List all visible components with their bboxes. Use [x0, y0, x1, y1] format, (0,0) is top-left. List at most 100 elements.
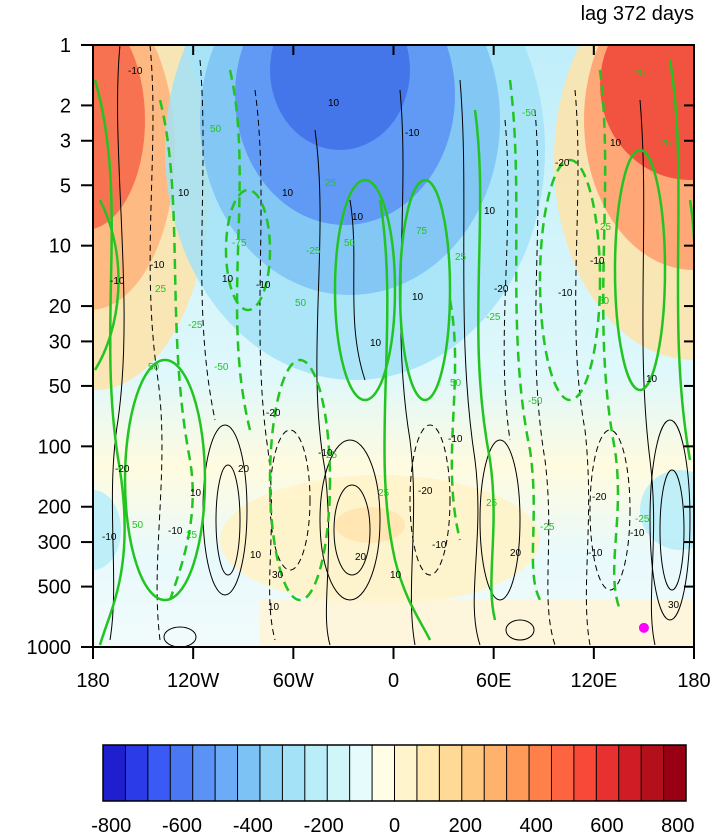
- colorbar-swatch: [349, 745, 373, 801]
- contour-label: -10: [256, 280, 271, 291]
- colorbar-swatch: [596, 745, 620, 801]
- contour-label: -25: [540, 522, 555, 533]
- contour-label: -10: [318, 448, 333, 459]
- contour-label: 10: [484, 206, 496, 217]
- contour-label: 25: [660, 138, 672, 149]
- contour-label: -10: [405, 128, 420, 139]
- contour-label: 25: [155, 284, 167, 295]
- contour-label: -10: [590, 256, 605, 267]
- contour-label: 30: [668, 600, 680, 611]
- contour-label: -20: [266, 408, 281, 419]
- contour-label: -10: [128, 66, 143, 77]
- colorbar-swatch: [618, 745, 642, 801]
- contour-label: -25: [486, 312, 501, 323]
- colorbar-swatch: [506, 745, 530, 801]
- colorbar-label: -200: [304, 815, 344, 837]
- y-tick-label: 50: [49, 376, 71, 398]
- contour-label: 50: [598, 296, 610, 307]
- x-tick-label: 180: [76, 670, 109, 692]
- colorbar-label: -400: [233, 815, 273, 837]
- contour-label: 10: [370, 338, 382, 349]
- cold-lower-left: [93, 490, 121, 570]
- contour-label: -10: [150, 260, 165, 271]
- contour-label: -10: [588, 548, 603, 559]
- x-tick-label: 120E: [570, 670, 617, 692]
- colorbar-swatch: [439, 745, 463, 801]
- contour-label: -10: [558, 288, 573, 299]
- colorbar-swatch: [192, 745, 216, 801]
- x-tick-label: 60W: [273, 670, 314, 692]
- y-tick-label: 3: [60, 131, 71, 153]
- contour-label: -50: [522, 108, 537, 119]
- colorbar-swatch: [394, 745, 418, 801]
- contour-label: 50: [210, 124, 222, 135]
- colorbar-swatch: [484, 745, 508, 801]
- contour-label: 10: [328, 98, 340, 109]
- contour-label: -75: [232, 238, 247, 249]
- colorbar-swatch: [103, 745, 126, 801]
- contour-label: 10: [282, 188, 294, 199]
- near-surface-warm: [260, 600, 694, 647]
- y-tick-label: 500: [38, 577, 71, 599]
- contour-label: 10: [352, 212, 364, 223]
- x-tick-label: 60E: [476, 670, 512, 692]
- green-contours: [93, 59, 694, 646]
- x-tick-label: 180: [677, 670, 710, 692]
- y-tick-label: 1000: [27, 637, 72, 659]
- plot-field: -10 10 -10 -10 -20 -10 -10 10 20 10 10 3…: [93, 45, 694, 647]
- contour-label: 10: [222, 274, 234, 285]
- colorbar-label: 400: [519, 815, 552, 837]
- contour-label: 20: [355, 552, 367, 563]
- contour-label: 10: [610, 138, 622, 149]
- contour-label: -20: [418, 486, 433, 497]
- black-contours: [109, 45, 691, 647]
- contour-label: 25: [186, 530, 198, 541]
- cold-anomaly-core: [270, 45, 410, 150]
- contour-label: 10: [178, 188, 190, 199]
- contour-label: 75: [416, 226, 428, 237]
- y-tick-label: 10: [49, 236, 71, 258]
- colorbar-swatch: [304, 745, 328, 801]
- contour-label: 10: [190, 488, 202, 499]
- contour-label: -10: [168, 526, 183, 537]
- contour-label: -10: [630, 528, 645, 539]
- colorbar-swatch: [170, 745, 194, 801]
- x-tick-label: 0: [388, 670, 399, 692]
- y-tick-label: 1: [60, 35, 71, 57]
- colorbar-swatch: [641, 745, 665, 801]
- colorbar-swatch: [259, 745, 283, 801]
- colorbar-frame: [102, 744, 687, 802]
- y-tick-label: 2: [60, 95, 71, 117]
- contour-label: -50: [214, 362, 229, 373]
- contour-label: 10: [412, 292, 424, 303]
- contour-label: 10: [250, 550, 262, 561]
- contour-label: 25: [634, 68, 646, 79]
- colorbar-label: 600: [590, 815, 623, 837]
- y-tick-label: 200: [38, 497, 71, 519]
- contour-label: 50: [450, 378, 462, 389]
- contour-label: 50: [295, 298, 307, 309]
- location-marker: [638, 622, 649, 633]
- contour-label: -10: [432, 540, 447, 551]
- colorbar-swatch: [551, 745, 575, 801]
- y-tick-label: 300: [38, 532, 71, 554]
- y-tick-label: 100: [38, 436, 71, 458]
- contour-label: 25: [455, 252, 467, 263]
- colorbar-label: 0: [389, 815, 400, 837]
- colorbar-swatch: [663, 745, 687, 801]
- contour-label: 50: [344, 238, 356, 249]
- colorbar: -800 -600 -400 -200 0 200 400 600 800: [91, 744, 694, 837]
- contour-label: 10: [268, 602, 280, 613]
- colorbar-swatch: [416, 745, 440, 801]
- contour-label: 20: [510, 548, 522, 559]
- contour-label: -25: [306, 246, 321, 257]
- colorbar-swatch: [282, 745, 306, 801]
- contour-label: -20: [115, 464, 130, 475]
- x-tick-label: 120W: [167, 670, 219, 692]
- colorbar-swatch: [327, 745, 351, 801]
- contour-label: 25: [486, 498, 498, 509]
- colorbar-swatch: [372, 745, 395, 801]
- contour-label: 25: [600, 222, 612, 233]
- colorbar-swatch: [529, 745, 552, 801]
